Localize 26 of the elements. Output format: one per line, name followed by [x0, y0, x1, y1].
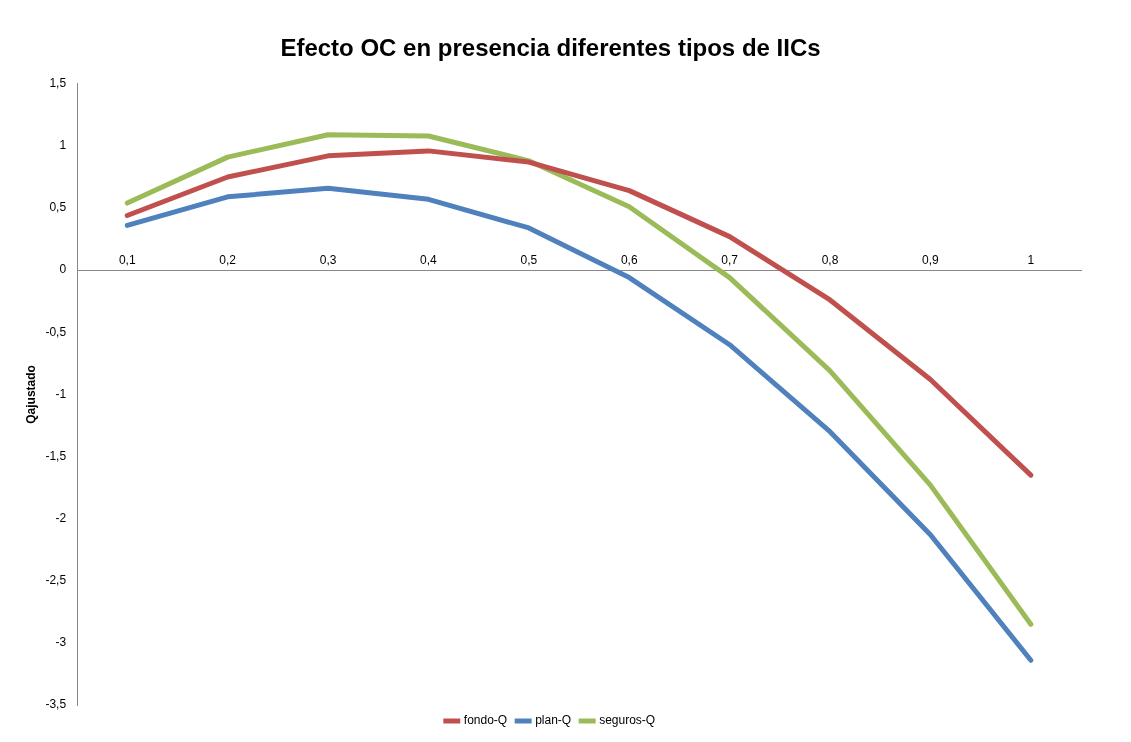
- y-tick-label: 1: [59, 138, 67, 153]
- x-tick-label: 1: [1027, 252, 1035, 267]
- x-tick-label: 0,4: [420, 252, 438, 267]
- x-tick-label: 0,7: [721, 252, 739, 267]
- legend-label: seguros-Q: [599, 713, 656, 728]
- y-tick-label: -3,5: [45, 697, 67, 712]
- y-tick-label: 1,5: [49, 76, 67, 91]
- legend-label: fondo-Q: [463, 713, 508, 728]
- legend-label: plan-Q: [535, 713, 572, 728]
- x-tick-label: 0,6: [620, 252, 638, 267]
- x-tick-label: 0,9: [922, 252, 940, 267]
- y-tick-label: -1,5: [45, 448, 67, 463]
- x-tick-label: 0,3: [319, 252, 337, 267]
- y-tick-label: -1: [55, 386, 67, 401]
- y-tick-label: -2,5: [45, 573, 67, 588]
- x-tick-label: 0,8: [821, 252, 839, 267]
- y-tick-label: -3: [55, 635, 67, 650]
- y-tick-label: -2: [55, 510, 67, 525]
- y-tick-label: 0: [59, 262, 67, 277]
- chart-title: Efecto OC en presencia diferentes tipos de IICs: [280, 34, 821, 62]
- y-tick-label: -0,5: [45, 324, 67, 339]
- x-tick-label: 0,1: [118, 252, 136, 267]
- y-tick-label: 0,5: [49, 200, 67, 215]
- x-tick-label: 0,5: [520, 252, 538, 267]
- x-tick-label: 0,2: [219, 252, 237, 267]
- y-axis-title: Qajustado: [23, 365, 38, 424]
